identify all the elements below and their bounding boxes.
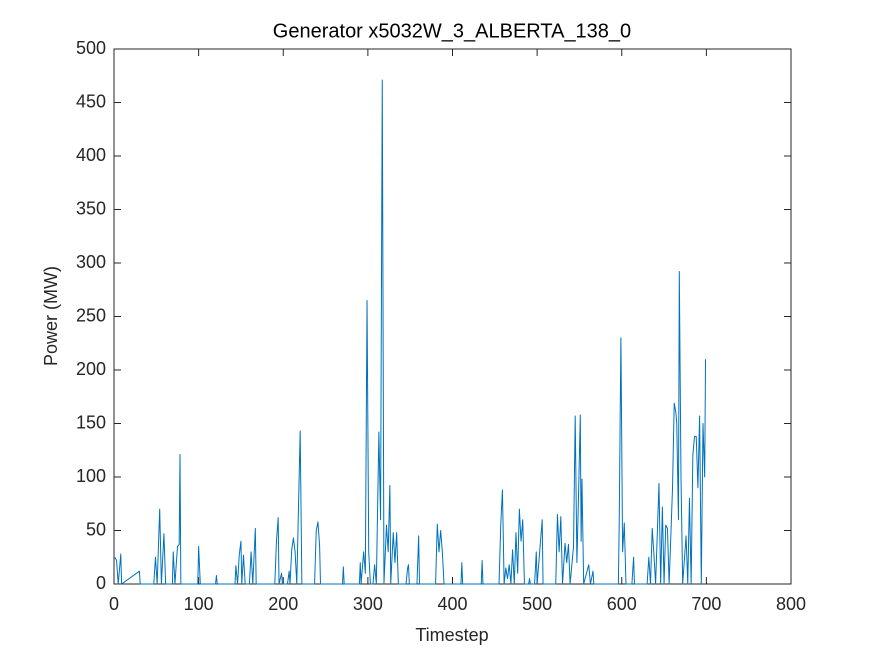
y-tick-label: 250 [76, 305, 106, 325]
x-tick-label: 700 [691, 594, 721, 614]
x-tick-label: 600 [607, 594, 637, 614]
y-tick-label: 350 [76, 198, 106, 218]
x-tick-label: 200 [268, 594, 298, 614]
data-line [114, 79, 707, 585]
chart-title: Generator x5032W_3_ALBERTA_138_0 [273, 20, 631, 42]
x-tick-label: 500 [522, 594, 552, 614]
x-tick-label: 400 [437, 594, 467, 614]
y-tick-label: 0 [96, 573, 106, 593]
x-tick-label: 0 [109, 594, 119, 614]
x-tick-label: 100 [184, 594, 214, 614]
x-tick-label: 300 [353, 594, 383, 614]
y-tick-label: 50 [86, 519, 106, 539]
y-tick-label: 500 [76, 38, 106, 58]
y-axis-label: Power (MW) [41, 266, 61, 366]
y-tick-label: 400 [76, 145, 106, 165]
y-tick-label: 200 [76, 359, 106, 379]
y-tick-label: 100 [76, 466, 106, 486]
x-axis-label: Timestep [415, 625, 488, 645]
y-tick-label: 150 [76, 412, 106, 432]
y-tick-label: 300 [76, 252, 106, 272]
y-tick-label: 450 [76, 91, 106, 111]
x-tick-label: 800 [776, 594, 806, 614]
